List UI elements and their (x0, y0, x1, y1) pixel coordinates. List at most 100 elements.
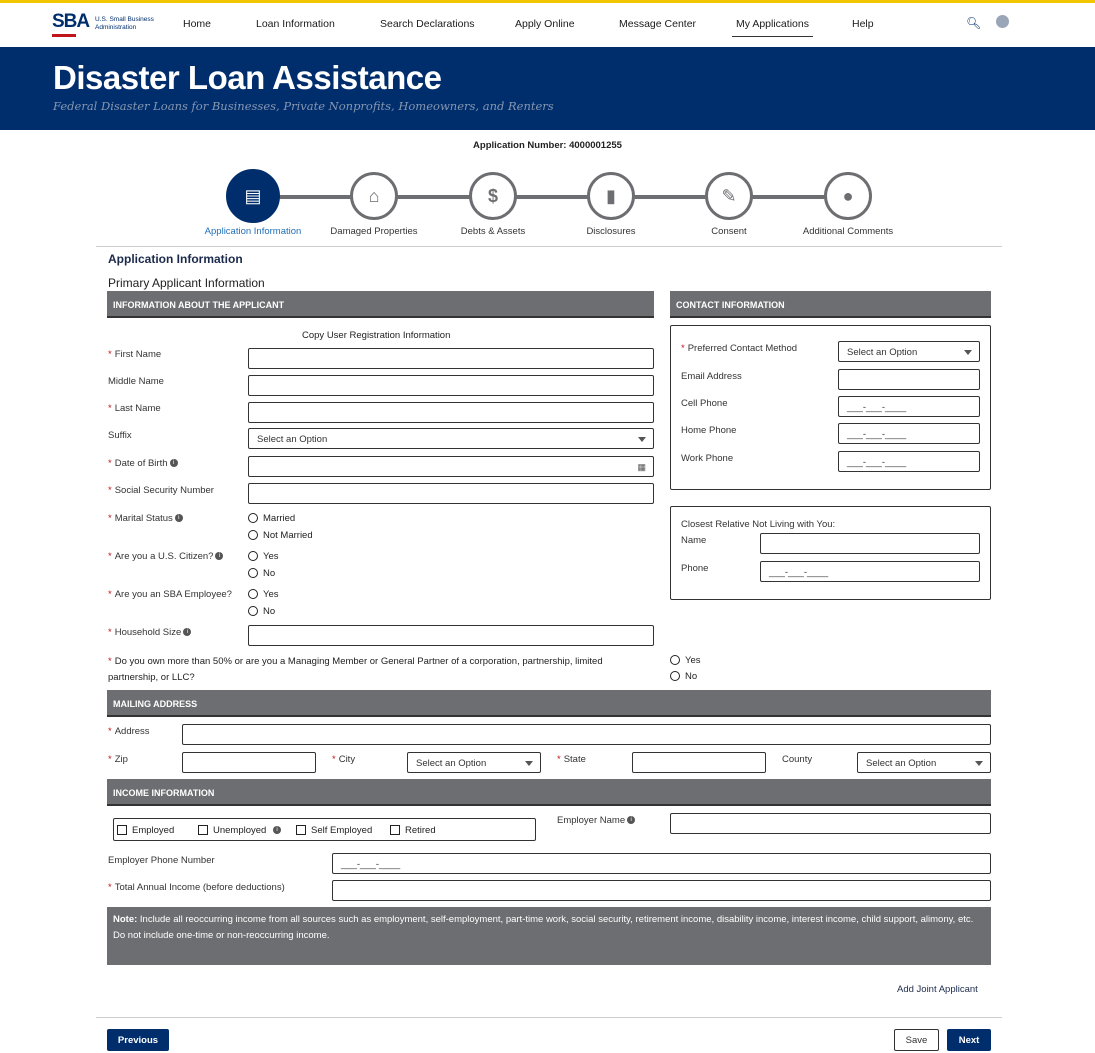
subsection-title: Primary Applicant Information (108, 276, 265, 290)
checkbox-self-employed[interactable]: Self Employed (296, 825, 372, 836)
copy-registration-link[interactable]: Copy User Registration Information (302, 330, 451, 341)
radio-not-married[interactable]: Not Married (248, 530, 313, 541)
dob-label: * Date of Birth i (108, 458, 178, 469)
last-name-label: * Last Name (108, 403, 161, 414)
total-income-input[interactable] (332, 880, 991, 901)
info-icon: i (174, 514, 183, 523)
radio-sba-yes[interactable]: Yes (248, 589, 279, 600)
employer-phone-input[interactable]: ___-___-____ (332, 853, 991, 874)
step-application-information[interactable]: ▤ (226, 169, 280, 223)
employer-name-input[interactable] (670, 813, 991, 834)
nav-home[interactable]: Home (183, 18, 212, 30)
save-button[interactable]: Save (894, 1029, 939, 1051)
address-input[interactable] (182, 724, 991, 745)
suffix-label: Suffix (108, 430, 132, 441)
user-icon[interactable] (996, 15, 1009, 28)
nav-apply-online[interactable]: Apply Online (515, 18, 575, 30)
radio-sba-no[interactable]: No (248, 606, 275, 617)
checkbox-unemployed[interactable]: Unemployed i (198, 825, 281, 836)
last-name-input[interactable] (248, 402, 654, 423)
checkbox-employed[interactable]: Employed (117, 825, 174, 836)
dob-input[interactable]: ▦ (248, 456, 654, 477)
household-input[interactable] (248, 625, 654, 646)
state-label: * State (557, 754, 586, 765)
zip-input[interactable] (182, 752, 316, 773)
step-consent[interactable]: ✎ (705, 172, 753, 220)
state-input[interactable] (632, 752, 766, 773)
work-phone-label: Work Phone (681, 453, 734, 464)
application-number: Application Number: 4000001255 (473, 140, 622, 151)
relative-name-input[interactable] (760, 533, 980, 554)
previous-button[interactable]: Previous (107, 1029, 169, 1051)
relative-phone-label: Phone (681, 563, 709, 574)
step-label: Consent (711, 226, 747, 237)
first-name-label: * First Name (108, 349, 162, 360)
step-damaged-properties[interactable]: ⌂ (350, 172, 398, 220)
add-joint-applicant-link[interactable]: Add Joint Applicant (897, 984, 978, 995)
citizen-label: * Are you a U.S. Citizen? i (108, 551, 224, 562)
middle-name-input[interactable] (248, 375, 654, 396)
marital-label: * Marital Status i (108, 513, 183, 524)
city-label: * City (332, 754, 356, 765)
nav-search-declarations[interactable]: Search Declarations (380, 18, 475, 30)
top-nav: SBA U.S. Small Business Administration H… (0, 3, 1095, 47)
banner-subtitle: Federal Disaster Loans for Businesses, P… (53, 99, 554, 113)
info-icon: i (627, 816, 636, 825)
document-icon: ▮ (606, 185, 616, 206)
cell-phone-label: Cell Phone (681, 398, 728, 409)
next-button[interactable]: Next (947, 1029, 991, 1051)
step-label: Debts & Assets (460, 226, 526, 237)
first-name-input[interactable] (248, 348, 654, 369)
radio-citizen-no[interactable]: No (248, 568, 275, 579)
middle-name-label: Middle Name (108, 376, 164, 387)
info-icon: i (183, 628, 192, 637)
county-select[interactable]: Select an Option (857, 752, 991, 773)
suffix-select[interactable]: Select an Option (248, 428, 654, 449)
banner: Disaster Loan Assistance Federal Disaste… (0, 47, 1095, 130)
step-debts-assets[interactable]: $ (469, 172, 517, 220)
banner-title: Disaster Loan Assistance (53, 59, 442, 96)
relative-phone-input[interactable]: ___-___-____ (760, 561, 980, 582)
step-additional-comments[interactable]: ● (824, 172, 872, 220)
zip-label: * Zip (108, 754, 128, 765)
step-label: Additional Comments (802, 226, 894, 237)
home-phone-input[interactable]: ___-___-____ (838, 423, 980, 444)
contact-header: CONTACT INFORMATION (670, 291, 991, 318)
household-label: * Household Size i (108, 627, 192, 638)
radio-married[interactable]: Married (248, 513, 295, 524)
income-header: INCOME INFORMATION (107, 779, 991, 806)
radio-ownership-no[interactable]: No (670, 671, 697, 682)
step-disclosures[interactable]: ▮ (587, 172, 635, 220)
city-select[interactable]: Select an Option (407, 752, 541, 773)
ssn-label: * Social Security Number (108, 485, 214, 496)
income-note: Note: Include all reoccurring income fro… (107, 907, 991, 965)
employer-name-label: Employer Name i (557, 815, 636, 826)
contact-box (670, 325, 991, 490)
radio-citizen-yes[interactable]: Yes (248, 551, 279, 562)
sba-logo[interactable]: SBA (52, 11, 90, 39)
preferred-contact-select[interactable]: Select an Option (838, 341, 980, 362)
search-icon[interactable]: 🔍︎ (966, 16, 982, 30)
relative-box (670, 506, 991, 600)
radio-ownership-yes[interactable]: Yes (670, 655, 701, 666)
email-label: Email Address (681, 371, 742, 382)
nav-loan-information[interactable]: Loan Information (256, 18, 335, 30)
relative-name-label: Name (681, 535, 707, 546)
address-label: * Address (108, 726, 150, 737)
nav-help[interactable]: Help (852, 18, 874, 30)
checkbox-retired[interactable]: Retired (390, 825, 436, 836)
work-phone-input[interactable]: ___-___-____ (838, 451, 980, 472)
calendar-icon[interactable]: ▦ (637, 462, 646, 472)
cell-phone-input[interactable]: ___-___-____ (838, 396, 980, 417)
store-icon: ⌂ (368, 185, 380, 206)
email-input[interactable] (838, 369, 980, 390)
relative-title: Closest Relative Not Living with You: (681, 519, 836, 530)
nav-my-applications[interactable]: My Applications (732, 18, 813, 37)
section-title: Application Information (108, 252, 243, 266)
ssn-input[interactable] (248, 483, 654, 504)
logo-subtitle: U.S. Small Business Administration (95, 16, 154, 31)
id-card-icon: ▤ (244, 185, 262, 206)
nav-message-center[interactable]: Message Center (619, 18, 697, 30)
step-label: Damaged Properties (330, 226, 418, 237)
home-phone-label: Home Phone (681, 425, 737, 436)
